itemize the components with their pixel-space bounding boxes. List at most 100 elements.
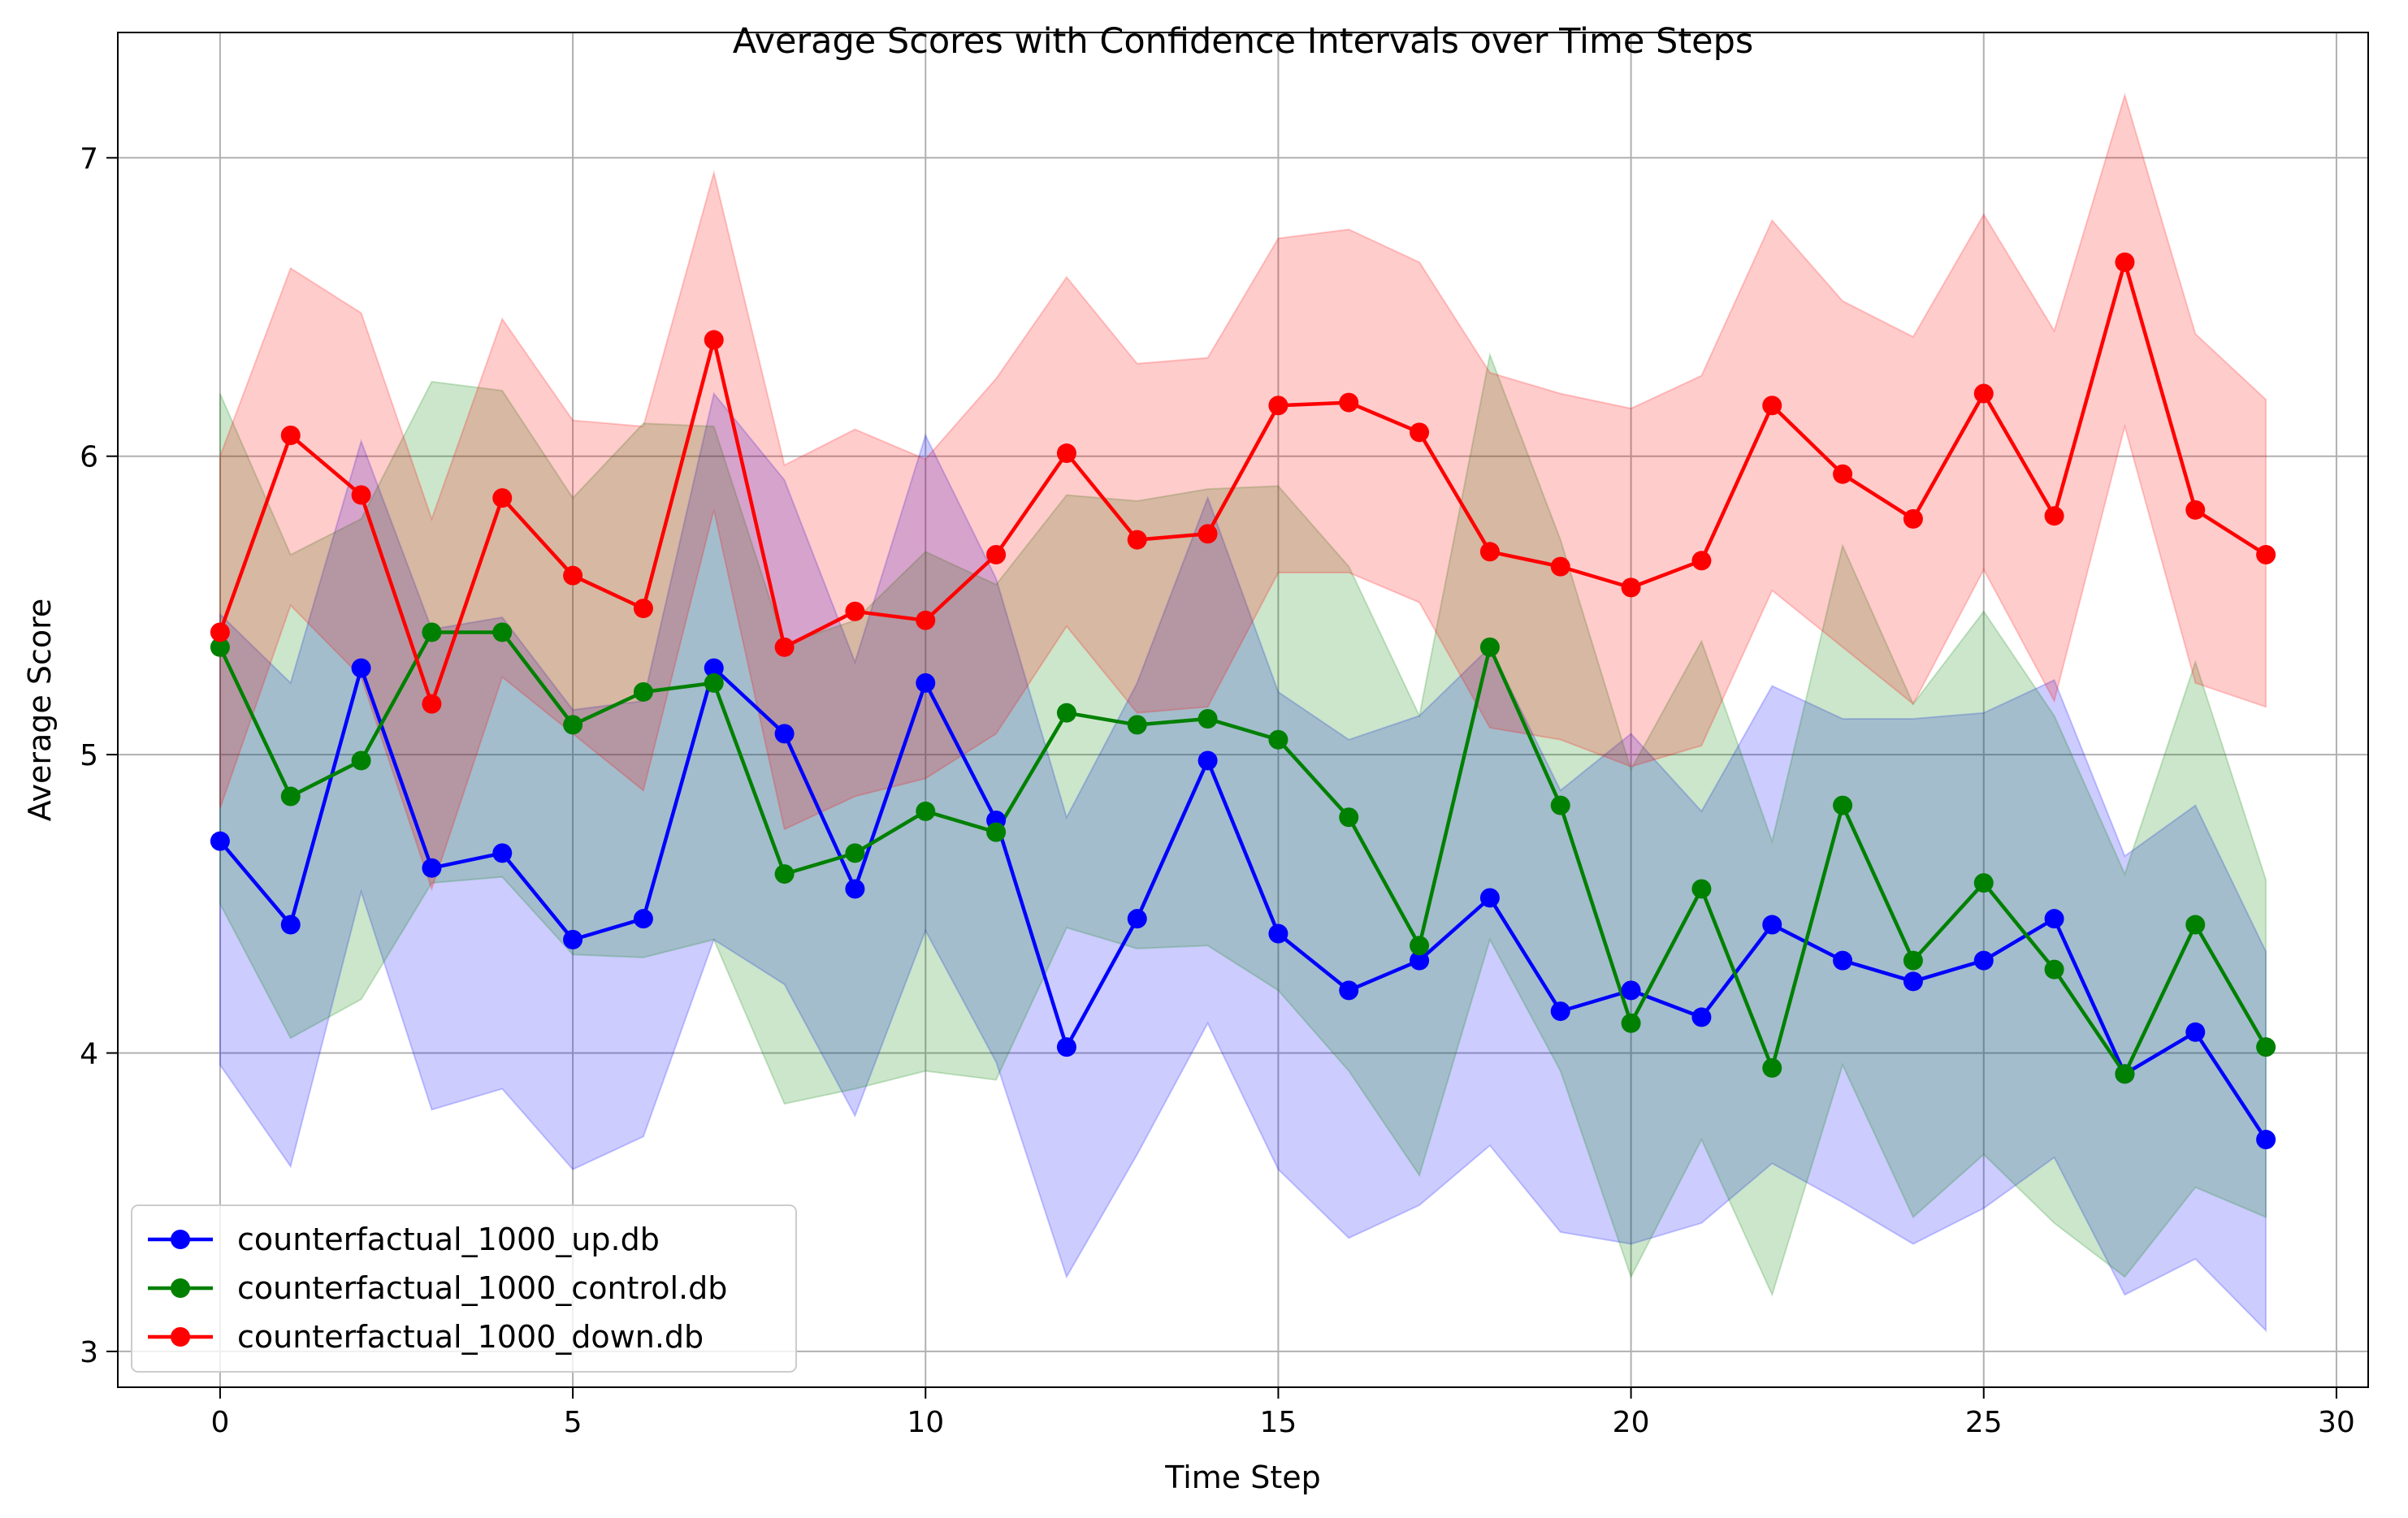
data-point [2115, 252, 2135, 272]
data-point [492, 843, 513, 863]
data-point [1410, 950, 1430, 971]
data-point [2044, 506, 2064, 526]
y-axis-label: Average Score [22, 599, 58, 822]
series-line-counterfactual-1000-up-db [219, 666, 2267, 1141]
data-point [633, 681, 653, 702]
data-point [280, 425, 301, 445]
x-tick-label: 10 [907, 1406, 944, 1439]
data-point [1056, 443, 1076, 464]
data-point [916, 801, 936, 821]
series-line-counterfactual-1000-down-db [218, 260, 2267, 706]
data-point [1268, 396, 1288, 416]
data-point [986, 822, 1007, 842]
data-point [1621, 1013, 1641, 1033]
data-point [1410, 422, 1430, 443]
data-point [845, 843, 865, 863]
y-tick-label: 6 [80, 441, 98, 474]
legend-label: counterfactual_1000_up.db [237, 1222, 660, 1257]
data-point [2044, 909, 2064, 929]
data-point [1339, 807, 1359, 828]
data-point [1479, 637, 1500, 657]
data-point [845, 879, 865, 899]
data-point [1339, 980, 1359, 1001]
data-point [704, 658, 724, 678]
series-lines [218, 260, 2268, 1141]
data-point [916, 673, 936, 693]
data-point [1762, 396, 1782, 416]
data-point [1550, 556, 1570, 577]
data-point [1479, 542, 1500, 562]
data-point [1973, 383, 1994, 404]
y-tick-label: 5 [80, 739, 98, 772]
data-point [1127, 715, 1147, 735]
data-point [1903, 971, 1923, 992]
data-point [1127, 909, 1147, 929]
confidence-band-counterfactual-1000-control-db [219, 352, 2267, 1297]
data-point [422, 694, 442, 714]
data-point [492, 488, 513, 508]
confidence-band-counterfactual-1000-up-db [219, 391, 2267, 1333]
data-point [986, 544, 1007, 564]
series-points [210, 252, 2276, 1150]
data-point [1410, 936, 1430, 956]
data-point [563, 715, 583, 735]
data-point [774, 637, 795, 657]
chart-title: Average Scores with Confidence Intervals… [733, 21, 1754, 62]
y-tick-label: 7 [80, 142, 98, 175]
data-point [351, 658, 371, 678]
legend-marker [171, 1327, 190, 1347]
series-line-counterfactual-1000-control-db [218, 630, 2268, 1076]
data-point [1903, 950, 1923, 971]
data-point [563, 929, 583, 949]
data-point [2044, 959, 2064, 980]
data-point [2256, 1130, 2276, 1150]
data-point [1762, 915, 1782, 935]
data-point [210, 831, 230, 851]
data-point [1833, 950, 1853, 971]
data-point [774, 864, 795, 884]
data-point [492, 622, 513, 642]
data-point [1198, 750, 1218, 771]
data-point [2115, 1064, 2135, 1084]
data-point [351, 485, 371, 505]
data-point [704, 673, 724, 693]
x-tick-label: 20 [1613, 1406, 1650, 1439]
data-point [210, 637, 230, 657]
data-point [1691, 879, 1712, 899]
data-point [2185, 915, 2206, 935]
x-tick-label: 25 [1965, 1406, 2003, 1439]
data-point [210, 622, 230, 642]
data-point [1479, 888, 1500, 908]
data-point [1973, 873, 1994, 893]
legend-box [131, 1204, 797, 1373]
data-point [422, 622, 442, 642]
y-ticks: 3 4 5 6 7 [80, 142, 118, 1369]
data-point [422, 858, 442, 878]
x-tick-label: 15 [1260, 1406, 1297, 1439]
data-point [2256, 544, 2276, 564]
data-point [280, 915, 301, 935]
legend-label: counterfactual_1000_down.db [237, 1319, 704, 1355]
data-point [1550, 795, 1570, 815]
data-point [1762, 1057, 1782, 1078]
data-point [633, 599, 653, 619]
data-point [774, 724, 795, 744]
plot-frame [117, 32, 2369, 1388]
confidence-band-counterfactual-1000-down-db [219, 92, 2267, 892]
x-tick-label: 30 [2318, 1406, 2355, 1439]
x-tick-label: 5 [564, 1406, 583, 1439]
confidence-bands [219, 92, 2267, 1333]
data-point [1339, 392, 1359, 413]
y-tick-label: 3 [80, 1336, 98, 1369]
data-point [1903, 508, 1923, 529]
data-point [2185, 1022, 2206, 1042]
x-tick-label: 0 [210, 1406, 229, 1439]
x-axis-label: Time Step [1164, 1460, 1321, 1495]
data-point [633, 909, 653, 929]
data-point [280, 786, 301, 807]
data-point [563, 565, 583, 586]
legend-marker [171, 1278, 190, 1298]
data-point [1056, 1037, 1076, 1057]
data-point [2185, 500, 2206, 520]
